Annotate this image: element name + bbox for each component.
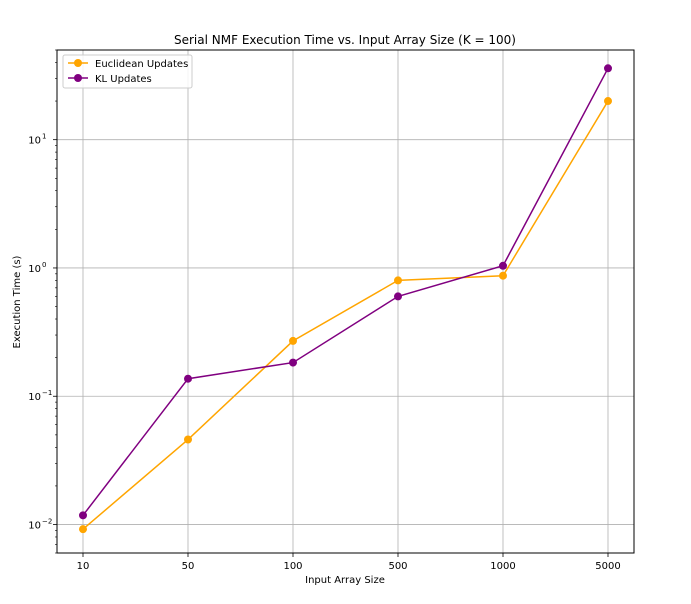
chart-title: Serial NMF Execution Time vs. Input Arra… [174, 33, 516, 47]
data-point [394, 276, 402, 285]
data-point [79, 511, 87, 520]
y-axis-label: Execution Time (s) [12, 255, 23, 348]
y-tick-label: 10 [28, 136, 41, 147]
data-point [184, 435, 192, 444]
legend-box [62, 54, 193, 89]
legend: Euclidean Updates KL Updates [62, 54, 193, 89]
y-tick-exponent: 1 [42, 133, 46, 141]
data-point [79, 525, 87, 534]
series-line-1 [82, 67, 609, 516]
y-tick-label: 10 [28, 392, 41, 403]
x-axis: 10 50 100 500 1000 5000 [77, 553, 621, 572]
x-tick-label: 500 [388, 561, 407, 572]
data-point [604, 97, 612, 106]
x-tick-label: 50 [182, 561, 195, 572]
x-axis-label: Input Array Size [305, 575, 385, 586]
data-point [604, 64, 612, 73]
y-tick-exponent: 0 [42, 261, 46, 269]
x-tick-label: 100 [283, 561, 302, 572]
data-point [499, 261, 507, 270]
y-tick-exponent: −2 [42, 518, 52, 526]
x-tick-label: 5000 [595, 561, 620, 572]
x-tick-label: 1000 [490, 561, 515, 572]
y-tick-exponent: −1 [42, 389, 52, 397]
data-point [184, 374, 192, 383]
grid [57, 50, 634, 553]
series-group [79, 64, 612, 534]
x-tick-label: 10 [77, 561, 90, 572]
legend-marker-kl [74, 74, 82, 82]
data-point [394, 292, 402, 301]
y-tick-label: 10 [28, 264, 41, 275]
y-tick-label: 10 [28, 521, 41, 532]
data-point [289, 358, 297, 367]
data-point [289, 336, 297, 345]
legend-marker-euclidean [74, 59, 82, 67]
legend-label-euclidean: Euclidean Updates [95, 59, 188, 70]
data-point [499, 271, 507, 280]
legend-label-kl: KL Updates [95, 74, 152, 85]
series-line-0 [82, 100, 609, 530]
plot-frame [56, 49, 635, 554]
